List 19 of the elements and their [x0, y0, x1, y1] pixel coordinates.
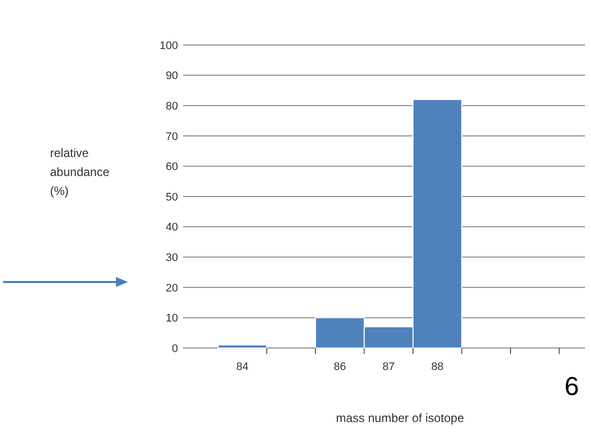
x-tick-label: 87 — [382, 361, 395, 373]
bar — [218, 344, 268, 348]
x-tick-label: 86 — [334, 361, 346, 373]
y-tick-label: 20 — [166, 282, 178, 294]
x-tick-label: 88 — [431, 361, 444, 373]
y-tick-label: 100 — [160, 40, 178, 52]
x-tick-label: 84 — [236, 361, 248, 373]
x-axis-title: mass number of isotope — [336, 411, 464, 425]
y-tick-label: 10 — [166, 312, 178, 325]
y-tick-label: 0 — [172, 342, 178, 355]
y-tick-label: 40 — [166, 222, 178, 234]
y-tick-label: 50 — [166, 191, 178, 204]
y-tick-label: 90 — [166, 70, 178, 82]
y-tick-label: 80 — [166, 100, 178, 112]
y-tick-label: 70 — [166, 130, 178, 143]
text: 6 — [564, 371, 579, 401]
y-tick-label: 30 — [166, 252, 178, 264]
y-tick-label: 60 — [166, 161, 178, 174]
y-axis-title: relative abundance (%) — [50, 146, 110, 198]
